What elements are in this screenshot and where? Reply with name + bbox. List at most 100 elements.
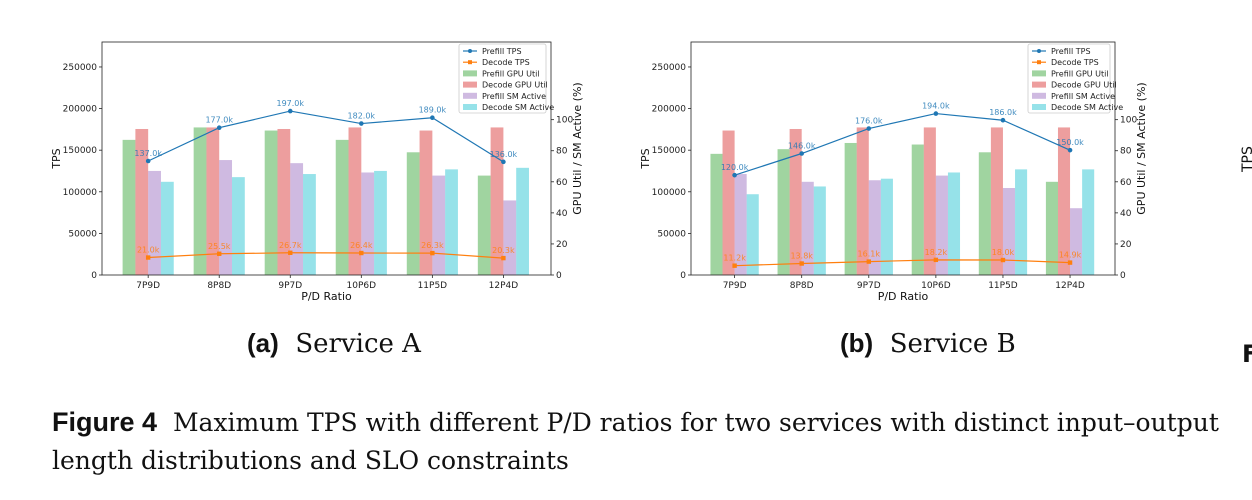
legend-bar-swatch	[463, 70, 477, 77]
y2-axis-label: GPU Util / SM Active (%)	[571, 82, 584, 214]
bar-prefill-sm-active	[868, 180, 881, 275]
bar-decode-gpu-util	[1057, 127, 1071, 275]
x-axis-label: P/D Ratio	[301, 290, 352, 303]
bar-decode-gpu-util	[135, 128, 149, 275]
bar-prefill-sm-active	[148, 170, 161, 275]
bar-prefill-sm-active	[734, 174, 747, 275]
bar-prefill-sm-active	[361, 172, 375, 275]
data-label: 14.9k	[1059, 251, 1082, 260]
legend-label: Prefill TPS	[482, 47, 522, 56]
bar-decode-gpu-util	[856, 127, 869, 275]
y-tick-label: 100000	[652, 188, 687, 198]
point-decode-tps	[933, 257, 939, 263]
data-label: 26.3k	[421, 241, 444, 250]
bar-prefill-sm-active	[290, 163, 304, 275]
point-decode-tps	[359, 250, 364, 256]
y2-tick-label: 60	[1120, 178, 1132, 188]
y-tick-label: 200000	[63, 105, 98, 115]
y2-tick-label: 100	[556, 116, 573, 126]
bar-prefill-gpu-util	[406, 152, 420, 275]
bar-decode-gpu-util	[206, 127, 220, 275]
point-decode-tps	[217, 251, 222, 256]
line-decode-tps	[148, 252, 504, 259]
y2-tick-label: 40	[556, 209, 568, 219]
y2-tick-label: 20	[556, 240, 568, 250]
y-tick-label: 50000	[68, 229, 97, 239]
x-tick-label: 11P5D	[418, 281, 448, 291]
point-decode-tps	[799, 261, 804, 266]
data-label: 189.0k	[419, 106, 447, 115]
bar-decode-gpu-util	[277, 128, 291, 275]
bar-decode-sm-active	[1082, 169, 1095, 275]
bar-decode-sm-active	[813, 186, 826, 275]
legend: Prefill TPS Decode TPS Prefill GPU Util Dec…	[458, 43, 554, 114]
bar-prefill-gpu-util	[264, 130, 278, 275]
legend-label: Decode TPS	[1051, 58, 1099, 67]
bar-prefill-gpu-util	[911, 144, 924, 275]
cropped-panel-ylabel: TPS	[1240, 146, 1252, 172]
point-decode-tps	[430, 250, 435, 256]
x-tick-label: 7P9D	[136, 281, 160, 291]
point-decode-tps	[866, 259, 871, 264]
data-label: 194.0k	[922, 102, 950, 111]
y-tick-label: 0	[91, 271, 97, 281]
bar-prefill-gpu-util	[335, 139, 349, 275]
bar-decode-gpu-util	[789, 128, 802, 275]
x-tick-label: 9P7D	[278, 281, 302, 291]
data-label: 16.1k	[858, 250, 881, 259]
data-label: 177.0k	[205, 116, 233, 125]
bar-decode-sm-active	[746, 194, 759, 275]
legend-label: Prefill GPU Util	[1051, 69, 1109, 78]
bar-prefill-gpu-util	[477, 175, 491, 275]
y2-tick-label: 0	[556, 271, 562, 281]
point-prefill-tps	[933, 111, 939, 116]
point-prefill-tps	[1000, 117, 1006, 123]
data-label: 11.2k	[723, 254, 746, 263]
bar-decode-sm-active	[1015, 169, 1028, 275]
point-prefill-tps	[866, 126, 872, 131]
bar-decode-gpu-util	[990, 127, 1003, 275]
bar-prefill-gpu-util	[978, 152, 991, 275]
y-axis-label: TPS	[639, 148, 652, 169]
y2-tick-label: 40	[1120, 209, 1132, 219]
y2-tick-label: 0	[1120, 271, 1126, 281]
subcaption-b: (b) Service B	[840, 328, 1016, 359]
bar-decode-sm-active	[947, 172, 961, 275]
cropped-panel-subcaption: F	[1242, 340, 1252, 368]
x-tick-label: 7P9D	[723, 281, 747, 291]
point-prefill-tps	[501, 159, 506, 165]
data-label: 25.5k	[208, 242, 231, 251]
y2-axis-label: GPU Util / SM Active (%)	[1135, 82, 1148, 214]
x-axis-label: P/D Ratio	[878, 290, 929, 303]
y2-tick-label: 80	[556, 147, 568, 157]
legend-label: Prefill GPU Util	[482, 69, 540, 78]
legend-label: Decode SM Active	[1051, 103, 1123, 112]
data-label: 176.0k	[855, 117, 883, 126]
y-tick-label: 200000	[652, 105, 687, 115]
bar-prefill-gpu-util	[710, 153, 723, 275]
legend-bar-swatch	[463, 81, 477, 88]
legend-label: Decode GPU Util	[482, 81, 548, 90]
x-tick-label: 8P8D	[790, 281, 814, 291]
legend-bar-swatch	[1032, 81, 1046, 88]
point-decode-tps	[732, 263, 737, 268]
data-label: 137.0k	[134, 149, 162, 158]
point-prefill-tps	[216, 125, 222, 131]
bar-decode-sm-active	[232, 177, 245, 275]
point-prefill-tps	[145, 158, 151, 164]
subcaption-a: (a) Service A	[247, 328, 421, 359]
point-prefill-tps	[799, 151, 804, 156]
legend-label: Decode SM Active	[482, 103, 554, 112]
point-prefill-tps	[287, 108, 293, 114]
data-label: 136.0k	[490, 150, 518, 159]
bar-prefill-sm-active	[1002, 188, 1016, 275]
legend-label: Decode TPS	[482, 58, 530, 67]
line-prefill-tps	[734, 112, 1071, 176]
data-label: 197.0k	[276, 99, 304, 108]
legend-bar-swatch	[1032, 104, 1046, 110]
figure-charts: 137.0k 177.0k 197.0k 182.0k 189.0k 136.0k 21.0…	[50, 41, 1148, 303]
legend: Prefill TPS Decode TPS Prefill GPU Util Dec…	[1027, 43, 1123, 114]
bar-decode-gpu-util	[348, 127, 362, 275]
x-tick-label: 11P5D	[988, 281, 1018, 291]
y-tick-label: 50000	[657, 229, 686, 239]
